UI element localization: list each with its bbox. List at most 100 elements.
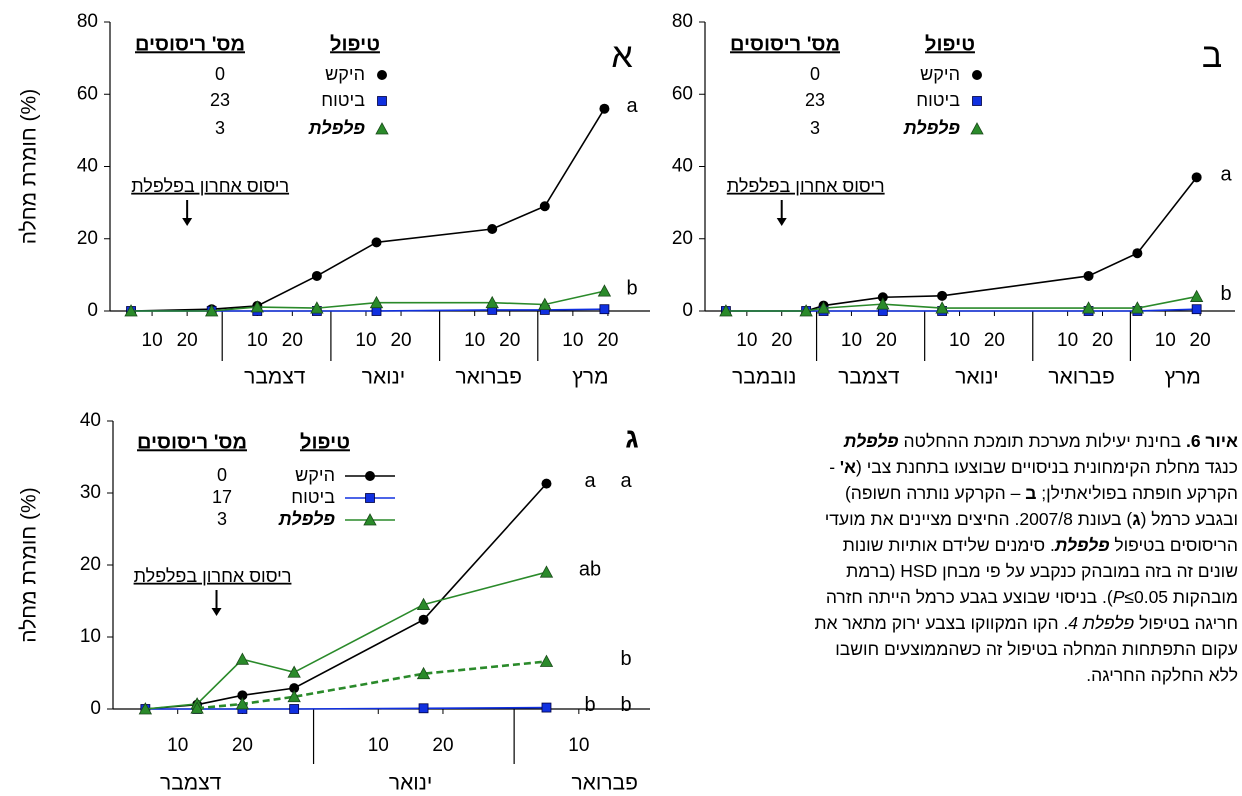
marker bbox=[1083, 270, 1094, 281]
annotation: ריסוס אחרון בפלפלת bbox=[134, 566, 292, 586]
x-tick-label: 20 bbox=[499, 330, 520, 351]
marker bbox=[237, 690, 248, 701]
x-tick-label: 10 bbox=[568, 735, 589, 756]
month-label: פברואר bbox=[455, 366, 521, 389]
marker bbox=[235, 697, 250, 710]
marker bbox=[1132, 248, 1143, 259]
month-label: מרץ bbox=[1165, 366, 1201, 389]
caption-text: - bbox=[829, 457, 840, 477]
caption-text: איור 6. bbox=[1185, 431, 1238, 451]
marker bbox=[539, 565, 554, 578]
caption-text: הריסוסים בטיפול bbox=[1109, 535, 1238, 555]
marker bbox=[1191, 172, 1202, 183]
series-line bbox=[145, 706, 547, 710]
legend-label: פלפלת bbox=[278, 509, 336, 529]
caption: איור 6. בחינת יעילות מערכת תומכת ההחלטה … bbox=[660, 428, 1238, 688]
caption-line: כנגד מחלת הקימחונית בניסויים שבוצעו בתחנ… bbox=[660, 454, 1238, 480]
marker bbox=[418, 703, 429, 714]
legend-marker bbox=[377, 70, 387, 80]
marker bbox=[876, 297, 890, 310]
marker bbox=[250, 300, 264, 313]
significance-letter: a bbox=[584, 470, 596, 492]
x-tick-label: 20 bbox=[771, 330, 792, 351]
series-line bbox=[196, 660, 547, 710]
caption-line: איור 6. בחינת יעילות מערכת תומכת ההחלטה … bbox=[660, 428, 1238, 454]
marker bbox=[541, 702, 552, 713]
marker bbox=[935, 301, 949, 314]
series-line bbox=[131, 290, 605, 312]
y-tick-label: 80 bbox=[77, 11, 98, 32]
legend-label: ביטוח bbox=[321, 90, 365, 110]
caption-text: שונים זה בזה במובהק כנקבע על פי מבחן HSD… bbox=[846, 561, 1238, 581]
caption-line: חריגה בטיפול פלפלת 4. הקו המקווקו בצבע י… bbox=[660, 610, 1238, 636]
marker bbox=[539, 654, 554, 667]
caption-text: ובגבע כרמל ( bbox=[1140, 509, 1238, 529]
y-tick-label: 40 bbox=[672, 156, 693, 177]
legend-marker bbox=[377, 96, 387, 106]
caption-text: מובהקות bbox=[1168, 587, 1238, 607]
legend-marker bbox=[363, 513, 377, 526]
legend-marker bbox=[365, 471, 375, 481]
x-tick-label: 10 bbox=[1155, 330, 1176, 351]
series-line bbox=[725, 295, 1197, 312]
marker bbox=[190, 701, 204, 714]
month-label: נובמבר bbox=[732, 366, 796, 389]
y-axis-title: חומרת מחלה (%) bbox=[18, 89, 41, 244]
caption-line: עקום התפתחות המחלה בטיפול זה כשהממוצעים … bbox=[660, 636, 1238, 662]
marker bbox=[937, 290, 948, 301]
caption-text: פלפלת bbox=[1054, 535, 1110, 555]
x-tick-label: 10 bbox=[736, 330, 757, 351]
marker bbox=[124, 304, 138, 317]
arrow-head bbox=[182, 218, 193, 226]
y-tick-label: 10 bbox=[80, 626, 101, 647]
significance-letter: b bbox=[620, 648, 631, 670]
legend-title: טיפול bbox=[330, 33, 380, 55]
significance-letter: a bbox=[620, 470, 632, 492]
y-tick-label: 20 bbox=[672, 228, 693, 249]
caption-text: – הקרקע נותרה חשופה) bbox=[844, 483, 1026, 503]
legend-marker bbox=[970, 122, 984, 135]
x-tick-label: 20 bbox=[177, 330, 198, 351]
x-tick-label: 10 bbox=[464, 330, 485, 351]
legend-count: 3 bbox=[810, 118, 820, 138]
caption-text: הקרקע חופתה בפוליאתילן; bbox=[1036, 483, 1238, 503]
x-tick-label: 10 bbox=[562, 330, 583, 351]
y-tick-label: 80 bbox=[672, 11, 693, 32]
x-tick-label: 20 bbox=[1190, 330, 1211, 351]
month-label: פברואר bbox=[1048, 366, 1114, 389]
caption-text: ללא החלקה החריגה. bbox=[1086, 665, 1238, 685]
marker bbox=[597, 284, 612, 297]
significance-letter: b bbox=[626, 277, 637, 299]
legend-marker bbox=[375, 122, 389, 135]
marker bbox=[416, 666, 431, 680]
significance-letter: b bbox=[620, 694, 631, 716]
x-tick-label: 20 bbox=[232, 735, 253, 756]
marker bbox=[371, 237, 382, 248]
marker bbox=[287, 689, 301, 703]
marker bbox=[599, 304, 610, 315]
marker bbox=[1081, 301, 1096, 314]
arrow-head bbox=[776, 218, 787, 226]
legend-count: 17 bbox=[212, 487, 232, 507]
legend-label: פלפלת bbox=[308, 118, 366, 138]
x-tick-label: 20 bbox=[876, 330, 897, 351]
x-tick-label: 20 bbox=[390, 330, 411, 351]
marker bbox=[418, 614, 429, 625]
caption-text: א' bbox=[839, 457, 856, 477]
legend-marker bbox=[972, 70, 982, 80]
caption-text: חריגה בטיפול bbox=[1134, 613, 1238, 633]
caption-text: ב bbox=[1025, 483, 1037, 503]
significance-letter: a bbox=[1220, 164, 1232, 186]
legend-label: היקש bbox=[920, 64, 960, 84]
month-label: מרץ bbox=[572, 366, 608, 389]
marker bbox=[799, 304, 813, 317]
annotation: ריסוס אחרון בפלפלת bbox=[727, 176, 885, 196]
caption-text: פלפלת bbox=[843, 431, 899, 451]
marker bbox=[487, 223, 498, 234]
legend-label: היקש bbox=[325, 64, 365, 84]
x-tick-label: 10 bbox=[142, 330, 163, 351]
significance-letter: b bbox=[1220, 283, 1231, 305]
marker bbox=[138, 702, 153, 715]
panel-label: א bbox=[611, 37, 632, 75]
